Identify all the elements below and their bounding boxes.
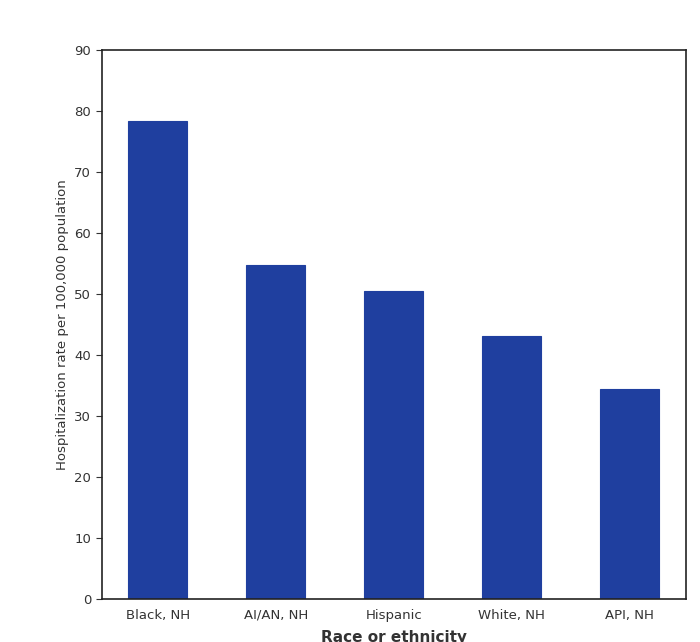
X-axis label: Race or ethnicity: Race or ethnicity [321,630,467,642]
Bar [128,121,187,599]
Text: Source: MMWR © 2022 Centers for Disease Control and Prevention (CDC): Source: MMWR © 2022 Centers for Disease … [305,622,690,632]
Bar [364,291,424,599]
Text: Medscape: Medscape [10,621,81,634]
Text: Flu Hospitalizations And Vaccine Coverage By Race And Ethnicity: Flu Hospitalizations And Vaccine Coverag… [106,8,594,21]
Y-axis label: Hospitalization rate per 100,000 population: Hospitalization rate per 100,000 populat… [56,180,69,470]
Bar [601,389,659,599]
Bar [246,265,305,599]
Bar [482,336,541,599]
